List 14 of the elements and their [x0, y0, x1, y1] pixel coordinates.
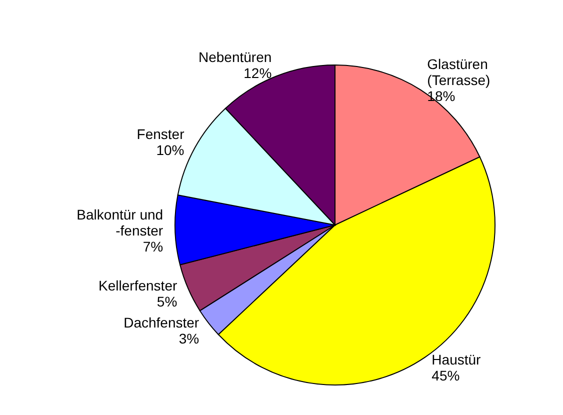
slice-label: Balkontür und -fenster [76, 206, 164, 238]
slice-label: Dachfenster [124, 314, 200, 330]
data-label: 5% [156, 293, 178, 310]
slice-label: Fenster [136, 126, 185, 142]
data-label: 18% [427, 88, 456, 104]
slice-label: Nebentüren [198, 49, 272, 66]
slice-label: Haustür [432, 351, 482, 368]
data-label: 12% [244, 65, 272, 82]
data-label: 7% [142, 238, 164, 254]
slice-label: Kellerfenster [98, 277, 178, 294]
slice-label: Glastüren (Terrasse) [427, 56, 490, 88]
data-label: 45% [432, 367, 460, 384]
data-label: 10% [156, 142, 184, 158]
data-label: 3% [178, 330, 200, 346]
